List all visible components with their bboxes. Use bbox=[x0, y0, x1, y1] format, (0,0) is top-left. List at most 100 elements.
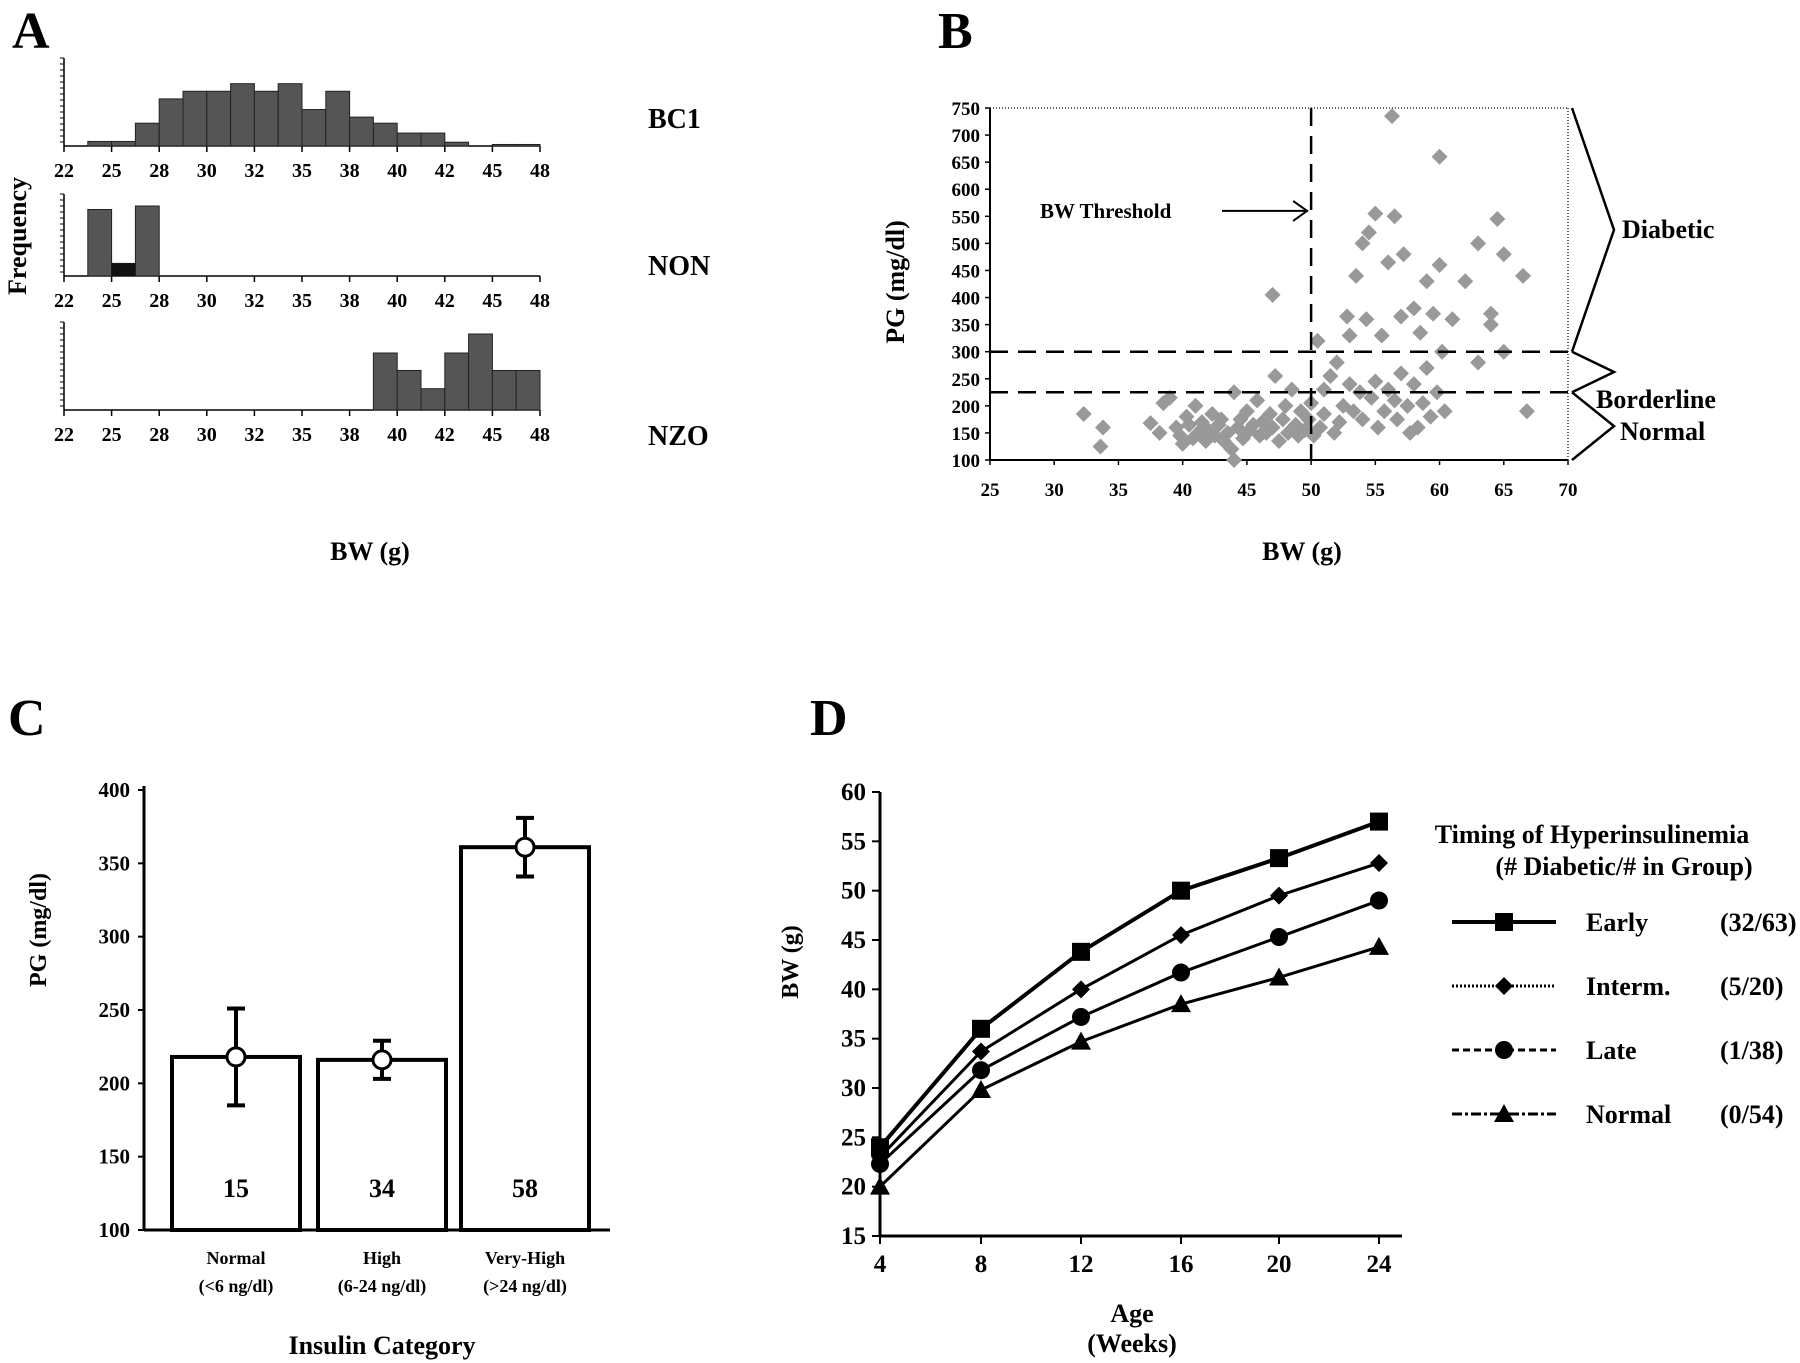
y-tick-label: 400 bbox=[952, 289, 981, 310]
series-line bbox=[878, 819, 1380, 1149]
panel-d-xlabel: Age bbox=[1110, 1299, 1153, 1328]
histogram-x-tick-label: 48 bbox=[530, 424, 550, 446]
histogram-x-tick-label: 45 bbox=[482, 424, 502, 446]
legend-subtitle: (# Diabetic/# in Group) bbox=[1495, 852, 1752, 881]
histogram-x-tick-label: 35 bbox=[292, 424, 312, 446]
y-tick-label: 60 bbox=[841, 779, 866, 806]
scatter-point bbox=[1431, 257, 1448, 274]
histogram-x-tick-label: 42 bbox=[435, 160, 455, 182]
histogram-x-tick-label: 28 bbox=[149, 290, 169, 312]
x-tick-label: 8 bbox=[975, 1251, 988, 1278]
scatter-point bbox=[1367, 373, 1384, 390]
y-tick-label: 55 bbox=[841, 828, 866, 855]
y-tick-label: 400 bbox=[99, 778, 131, 802]
series-marker bbox=[1072, 942, 1090, 961]
scatter-point bbox=[1331, 414, 1348, 431]
scatter-point bbox=[1271, 433, 1287, 450]
bar-chart: 100 150 200 250 300 350 400 15 Normal (<6 ng/dl) 3… bbox=[99, 778, 610, 1297]
panel-b-letter: B bbox=[938, 3, 973, 60]
scatter-point bbox=[1354, 411, 1371, 428]
scatter-point bbox=[1393, 365, 1410, 382]
histogram-x-tick-label: 35 bbox=[292, 290, 312, 312]
scatter-point bbox=[1418, 273, 1435, 290]
scatter-point bbox=[1470, 354, 1487, 371]
scatter-point bbox=[1412, 324, 1429, 341]
legend-count: (32/63) bbox=[1720, 908, 1797, 937]
series-marker bbox=[1270, 886, 1288, 905]
histogram-x-tick-label: 42 bbox=[435, 290, 455, 312]
scatter-point bbox=[1482, 305, 1499, 322]
series-marker bbox=[871, 1154, 889, 1173]
series-marker bbox=[1369, 936, 1389, 955]
y-tick-label: 100 bbox=[99, 1218, 131, 1242]
histogram-x-tick-label: 32 bbox=[244, 290, 264, 312]
y-tick-label: 150 bbox=[99, 1145, 131, 1169]
scatter-point bbox=[1367, 205, 1384, 222]
scatter-point bbox=[1495, 246, 1512, 263]
y-tick-label: 350 bbox=[952, 316, 981, 337]
scatter-point bbox=[1409, 419, 1426, 436]
histogram-x-tick-label: 28 bbox=[149, 160, 169, 182]
legend-label: Early bbox=[1586, 908, 1648, 937]
bar bbox=[316, 1057, 448, 1233]
legend-label: Normal bbox=[1586, 1100, 1671, 1129]
threshold-arrow-head bbox=[1292, 200, 1309, 222]
scatter-point bbox=[1223, 441, 1240, 458]
histogram-bar bbox=[325, 90, 351, 147]
histogram-x-tick-label: 32 bbox=[244, 160, 264, 182]
scatter-point bbox=[1213, 411, 1230, 428]
scatter-plot: 100 150 200 250 300 350 400 450 500 550 600 650 700 7… bbox=[952, 99, 1716, 501]
histogram-bar bbox=[87, 209, 113, 277]
histogram-bar bbox=[515, 143, 541, 147]
mean-marker bbox=[514, 836, 536, 858]
panel-a-letter: A bbox=[12, 3, 50, 60]
scatter-point bbox=[1226, 384, 1243, 401]
histograms: 22 25 28 30 32 35 38 40 42 45 48 22 25 28 30 32 35 38 40 42… bbox=[54, 57, 550, 446]
histogram-bar bbox=[372, 122, 398, 147]
panel-d-ylabel: BW (g) bbox=[778, 925, 804, 999]
x-tick-label: 60 bbox=[1430, 480, 1449, 501]
histogram-bar bbox=[182, 90, 208, 147]
y-tick-label: 450 bbox=[952, 261, 981, 282]
scatter-point bbox=[1345, 403, 1362, 420]
histogram-x-tick-label: 35 bbox=[292, 160, 312, 182]
series-marker bbox=[972, 1061, 990, 1080]
histogram-bar bbox=[515, 369, 541, 411]
histogram-x-tick-label: 22 bbox=[54, 160, 74, 182]
y-tick-label: 300 bbox=[99, 925, 131, 949]
panel-b-ylabel: PG (mg/dl) bbox=[881, 220, 910, 344]
bar-n-label: 58 bbox=[512, 1174, 538, 1203]
x-tick-label: 50 bbox=[1302, 480, 1321, 501]
scatter-point bbox=[1187, 397, 1204, 414]
histogram-bar bbox=[420, 388, 446, 411]
scatter-point bbox=[1309, 332, 1326, 349]
series-line bbox=[878, 945, 1380, 1188]
series-marker bbox=[1171, 994, 1191, 1013]
scatter-point bbox=[1358, 311, 1375, 328]
series-marker bbox=[1370, 812, 1388, 831]
scatter-point bbox=[1436, 403, 1453, 420]
histogram-x-tick-label: 30 bbox=[197, 160, 217, 182]
histogram-bar-dark bbox=[111, 263, 136, 276]
histogram-x-tick-label: 38 bbox=[340, 290, 360, 312]
x-tick-label: 65 bbox=[1494, 480, 1513, 501]
histogram-label-bc1: BC1 bbox=[648, 104, 701, 135]
scatter-point bbox=[1405, 300, 1422, 317]
scatter-point bbox=[1489, 211, 1506, 228]
legend-marker bbox=[1495, 977, 1513, 995]
bar-n-label: 34 bbox=[369, 1174, 395, 1203]
x-tick-label: 35 bbox=[1109, 480, 1128, 501]
y-tick-label: 350 bbox=[99, 851, 131, 875]
series-marker bbox=[1370, 891, 1388, 910]
mean-marker bbox=[371, 1049, 393, 1071]
y-tick-label: 40 bbox=[841, 976, 866, 1003]
scatter-point bbox=[1095, 419, 1112, 436]
histogram-bar bbox=[111, 140, 136, 147]
region-label-borderline: Borderline bbox=[1596, 385, 1716, 414]
scatter-point bbox=[1457, 273, 1474, 290]
brace-normal bbox=[1571, 391, 1616, 461]
category-sublabel: (<6 ng/dl) bbox=[199, 1276, 274, 1297]
legend-count: (5/20) bbox=[1720, 972, 1784, 1001]
scatter-point bbox=[1386, 392, 1403, 409]
legend-marker bbox=[1494, 1104, 1514, 1122]
